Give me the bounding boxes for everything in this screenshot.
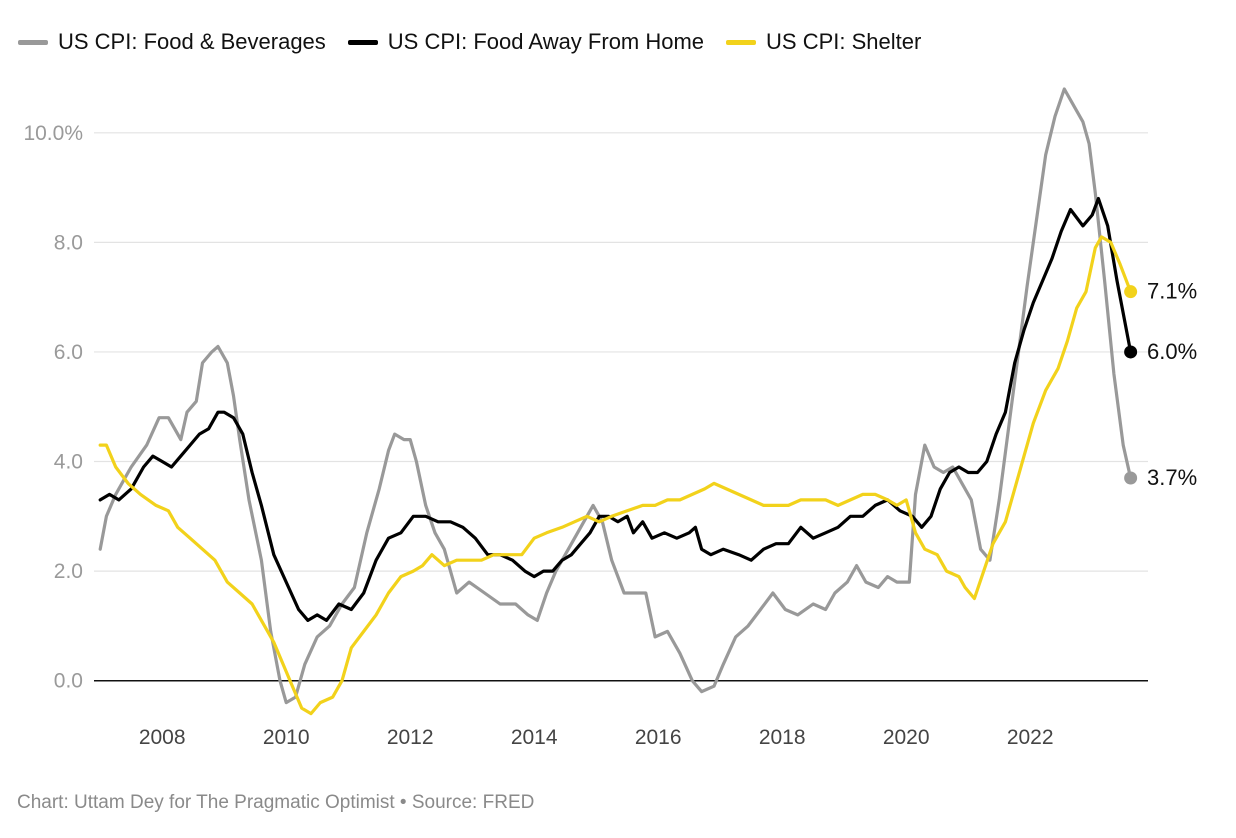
y-tick-label: 4.0 xyxy=(54,451,83,474)
x-tick-label: 2020 xyxy=(883,726,930,749)
series-line xyxy=(98,87,1133,705)
legend-label-food-beverages: US CPI: Food & Beverages xyxy=(58,29,326,54)
legend: US CPI: Food & Beverages US CPI: Food Aw… xyxy=(18,27,921,57)
legend-item-shelter[interactable]: US CPI: Shelter xyxy=(726,29,921,55)
series-group xyxy=(98,87,1133,716)
x-tick-label: 2010 xyxy=(263,726,310,749)
legend-swatch-food-beverages xyxy=(18,39,48,45)
y-axis: 0.0 2.0 4.0 6.0 8.0 10.0% xyxy=(23,122,83,693)
end-point-marker xyxy=(1124,285,1138,299)
end-point-marker xyxy=(1124,345,1138,359)
legend-swatch-shelter xyxy=(726,39,757,45)
legend-label-shelter: US CPI: Shelter xyxy=(766,29,922,54)
grid xyxy=(94,132,1148,682)
series-line xyxy=(98,196,1133,622)
legend-item-food-away[interactable]: US CPI: Food Away From Home xyxy=(347,29,705,55)
chart-credit: Chart: Uttam Dey for The Pragmatic Optim… xyxy=(17,792,535,813)
x-tick-label: 2016 xyxy=(635,726,682,749)
x-axis: 2008 2010 2012 2014 2016 2018 2020 2022 xyxy=(139,726,1054,749)
end-value-label: 3.7% xyxy=(1147,465,1197,490)
legend-item-food-beverages[interactable]: US CPI: Food & Beverages xyxy=(18,29,326,55)
y-tick-label: 2.0 xyxy=(54,560,83,583)
line-chart: 0.0 2.0 4.0 6.0 8.0 10.0% 2008 2010 2012 2014 201… xyxy=(23,87,1197,749)
end-markers: 3.7% 6.0% 7.1% xyxy=(1124,279,1197,490)
end-point-marker xyxy=(1124,471,1138,485)
end-value-label: 7.1% xyxy=(1147,279,1197,304)
x-tick-label: 2014 xyxy=(511,726,558,749)
legend-label-food-away: US CPI: Food Away From Home xyxy=(387,29,705,54)
y-tick-label: 6.0 xyxy=(54,341,83,364)
legend-swatch-food-away xyxy=(347,39,378,45)
series-line xyxy=(98,235,1133,716)
y-tick-label: 0.0 xyxy=(54,670,83,693)
end-value-label: 6.0% xyxy=(1147,339,1197,364)
y-tick-label: 10.0% xyxy=(23,122,83,145)
x-tick-label: 2012 xyxy=(387,726,434,749)
y-tick-label: 8.0 xyxy=(54,231,83,254)
x-tick-label: 2008 xyxy=(139,726,186,749)
x-tick-label: 2022 xyxy=(1007,726,1054,749)
x-tick-label: 2018 xyxy=(759,726,806,749)
